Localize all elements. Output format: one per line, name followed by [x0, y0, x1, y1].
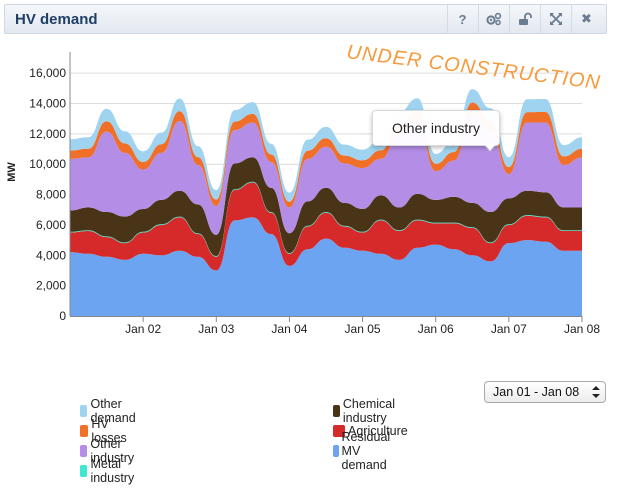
close-button[interactable]: ✖	[571, 5, 601, 33]
y-tick-label: 2,000	[36, 279, 66, 293]
legend-label: HV losses	[91, 417, 127, 445]
x-tick-label: Jan 05	[345, 322, 381, 336]
legend-label: Other industry	[90, 437, 135, 465]
legend-swatch	[80, 465, 88, 477]
legend-swatch	[80, 445, 88, 457]
area-other-industry	[70, 113, 582, 235]
series-areas	[70, 89, 582, 316]
gears-icon	[485, 12, 501, 26]
date-range-select[interactable]: Jan 01 - Jan 08	[484, 381, 606, 403]
y-tick-label: 0	[59, 309, 66, 323]
y-tick-label: 8,000	[36, 188, 66, 202]
area-metal-industry	[70, 181, 582, 257]
y-tick-label: 12,000	[29, 127, 66, 141]
area-agriculture	[70, 182, 582, 271]
y-tick-label: 16,000	[29, 66, 66, 80]
legend-swatch	[80, 405, 88, 417]
legend-label: Residual MV demand	[341, 430, 391, 472]
y-axis-label: MW	[6, 162, 18, 182]
x-tick-label: Jan 06	[418, 322, 454, 336]
unlock-icon	[518, 12, 532, 25]
y-tick-label: 4,000	[36, 248, 66, 262]
legend-label: Chemical industry	[342, 397, 396, 425]
y-tick-label: 10,000	[29, 157, 66, 171]
legend-label: Other demand	[90, 397, 136, 425]
close-icon: ✖	[581, 11, 592, 26]
y-tick-label: 6,000	[36, 218, 66, 232]
panel-title: HV demand	[15, 11, 98, 28]
legend-swatch	[333, 405, 340, 417]
legend-item-agriculture[interactable]: Agriculture	[333, 423, 408, 439]
area-residual-mv-demand	[70, 217, 582, 316]
legend-label: Metal industry	[90, 457, 135, 485]
settings-button[interactable]	[478, 5, 508, 33]
legend-swatch	[333, 445, 339, 457]
legend-item-chemical-industry[interactable]: Chemical industry	[333, 397, 400, 425]
legend-item-other-industry[interactable]: Other industry	[80, 437, 139, 465]
x-tick-label: Jan 04	[271, 322, 307, 336]
legend-item-residual-mv-demand[interactable]: Residual MV demand	[333, 430, 397, 472]
tooltip: Other industry	[372, 110, 500, 146]
x-tick-label: Jan 07	[491, 322, 527, 336]
unlock-button[interactable]	[509, 5, 539, 33]
expand-button[interactable]	[540, 5, 570, 33]
legend-item-other-demand[interactable]: Other demand	[80, 397, 140, 425]
legend-swatch	[333, 425, 345, 437]
area-chemical-industry	[70, 157, 582, 257]
area-hv-losses	[70, 102, 582, 208]
date-range-value: Jan 01 - Jan 08	[493, 385, 580, 399]
x-tick-label: Jan 08	[564, 322, 600, 336]
legend-swatch	[80, 425, 89, 437]
select-arrows-icon	[592, 386, 600, 398]
panel-header: HV demand ? ✖	[4, 4, 607, 34]
help-button[interactable]: ?	[447, 5, 477, 33]
legend-label: Agriculture	[348, 424, 408, 438]
x-tick-label: Jan 03	[198, 322, 234, 336]
area-other-demand	[70, 89, 582, 202]
expand-icon	[549, 13, 562, 25]
help-icon: ?	[458, 11, 467, 27]
tooltip-arrow	[484, 144, 496, 152]
stacked-area-chart: 0 2,000 4,000 6,000 8,000 10,000 12,000 14,000 1…	[6, 52, 600, 336]
legend-item-hv-losses[interactable]: HV losses	[80, 417, 130, 445]
legend-item-metal-industry[interactable]: Metal industry	[80, 457, 139, 485]
x-tick-label: Jan 02	[125, 322, 161, 336]
axes: 0 2,000 4,000 6,000 8,000 10,000 12,000 14,000 1…	[29, 52, 600, 336]
y-tick-label: 14,000	[29, 97, 66, 111]
